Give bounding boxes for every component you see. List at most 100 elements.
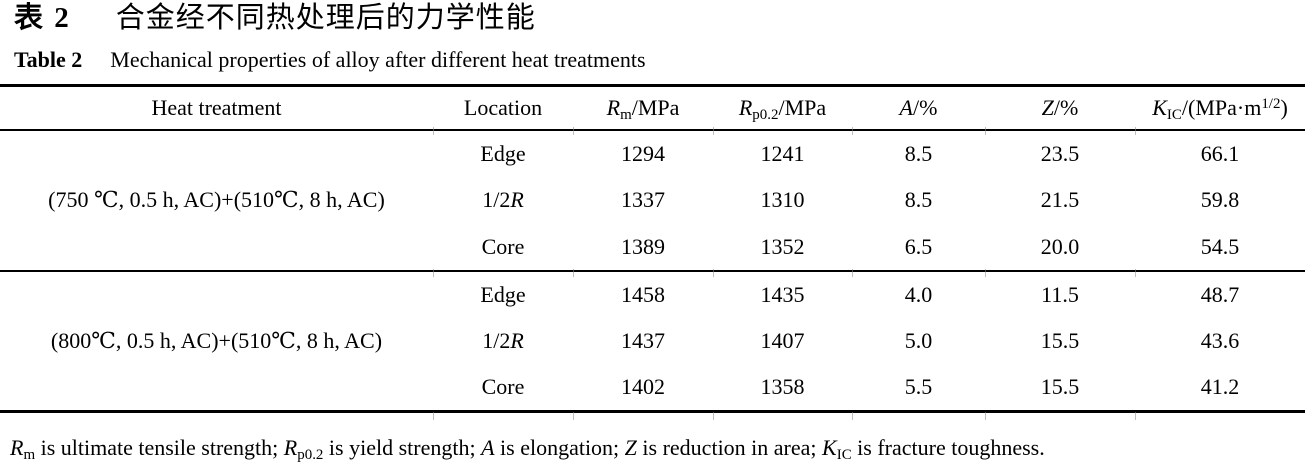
caption-english-title: Mechanical properties of alloy after dif… [110,47,646,72]
cell-a: 6.5 [904,233,933,259]
header-location: Location [433,86,573,130]
table-row: Core 1389 1352 6.5 20.0 54.5 [0,224,1305,271]
mechanical-properties-table: Heat treatment Location Rm/MPa Rp0.2/MPa… [0,84,1305,413]
caption-chinese-label: 表 2 [14,2,71,34]
column-tick [1135,269,1136,277]
header-heat-treatment-label: Heat treatment [151,94,282,120]
table-row: Core 1402 1358 5.5 15.5 41.2 [0,365,1305,412]
column-tick [1135,127,1136,135]
header-kic-symbol: K [1152,94,1167,120]
header-a-unit: /% [913,94,938,120]
caption-english: Table 2 Mechanical properties of alloy af… [14,46,646,74]
cell-z: 15.5 [1040,328,1080,353]
cell-rp02: 1407 [760,328,805,353]
header-heat-treatment: Heat treatment [0,86,433,130]
header-rm-subscript: m [620,106,632,123]
header-location-label: Location [463,94,543,120]
header-row: Heat treatment Location Rm/MPa Rp0.2/MPa… [0,86,1305,130]
cell-location: Core [481,233,525,259]
column-tick [713,412,714,420]
cell-rm: 1437 [621,328,665,353]
footnote-z-symbol: Z [624,435,637,460]
cell-rp02: 1352 [760,233,805,259]
cell-location: Core [481,374,525,400]
column-tick [433,269,434,277]
cell-a: 8.5 [904,140,933,166]
cell-kic: 48.7 [1200,281,1240,307]
footnote-kic-symbol: K [822,435,837,460]
cell-location: 1/2R [482,187,524,212]
cell-z: 15.5 [1040,374,1080,400]
column-tick [713,127,714,135]
footnote-a-symbol: A [481,435,495,460]
cell-location: 1/2R [482,328,524,353]
column-tick [573,412,574,420]
cell-kic: 54.5 [1200,233,1240,259]
cell-kic: 41.2 [1200,374,1240,400]
column-tick [433,412,434,420]
cell-treatment: (800℃, 0.5 h, AC)+(510℃, 8 h, AC) [50,327,383,353]
cell-a: 4.0 [904,281,933,307]
header-kic-subscript: IC [1166,106,1182,123]
header-z: Z/% [985,86,1135,130]
header-rp02-unit: /MPa [778,94,827,120]
header-kic-unit-close: ) [1280,94,1288,120]
treatment-group-800: (800℃, 0.5 h, AC)+(510℃, 8 h, AC) Edge 1… [0,271,1305,412]
footnote-rp02-symbol: R [283,435,298,460]
cell-location: Edge [480,140,526,166]
column-tick [985,412,986,420]
header-rp02-symbol: R [738,94,753,120]
header-rm-unit: /MPa [631,94,680,120]
header-a: A/% [852,86,985,130]
cell-z: 23.5 [1040,140,1080,166]
column-tick [573,269,574,277]
table-row: 1/2R 1437 1407 5.0 15.5 43.6 [0,318,1305,365]
header-rm: Rm/MPa [573,86,713,130]
column-tick [1135,412,1136,420]
column-tick [852,127,853,135]
cell-a: 8.5 [904,187,933,212]
header-kic: KIC/(MPa·m1/2) [1135,86,1305,130]
column-tick [713,269,714,277]
header-rp02-subscript: p0.2 [752,106,779,123]
cell-treatment: (750 ℃, 0.5 h, AC)+(510℃, 8 h, AC) [48,187,385,212]
cell-z: 11.5 [1041,281,1079,307]
cell-rp02: 1358 [760,374,805,400]
cell-rp02: 1241 [760,140,805,166]
header-kic-unit: /(MPa·m [1181,94,1262,120]
column-tick [852,269,853,277]
cell-rp02: 1310 [760,187,805,212]
treatment-group-750: (750 ℃, 0.5 h, AC)+(510℃, 8 h, AC) Edge … [0,130,1305,271]
cell-kic: 43.6 [1200,328,1240,353]
header-z-unit: /% [1053,94,1079,120]
column-tick [433,127,434,135]
cell-a: 5.0 [904,328,933,353]
table-footnote: Rm is ultimate tensile strength; Rp0.2 i… [10,435,1045,464]
footnote-rm-symbol: R [10,435,24,460]
header-z-symbol: Z [1041,94,1054,120]
cell-rm: 1458 [621,281,665,307]
header-rp02: Rp0.2/MPa [713,86,852,130]
header-kic-superscript: 1/2 [1261,95,1281,112]
cell-rm: 1402 [621,374,665,400]
column-tick [852,412,853,420]
header-a-symbol: A [899,94,913,120]
caption-english-label: Table 2 [14,47,83,72]
cell-rm: 1337 [621,187,665,212]
cell-kic: 66.1 [1200,140,1240,166]
table-row: (750 ℃, 0.5 h, AC)+(510℃, 8 h, AC) Edge … [0,130,1305,213]
cell-rm: 1389 [621,233,665,259]
cell-z: 21.5 [1040,187,1080,212]
cell-a: 5.5 [904,374,933,400]
header-rm-symbol: R [606,94,621,120]
caption-chinese: 表 2 合金经不同热处理后的力学性能 [14,2,536,34]
table-row: 1/2R 1337 1310 8.5 21.5 59.8 [0,177,1305,224]
cell-rp02: 1435 [760,281,805,307]
column-tick [573,127,574,135]
column-tick [985,269,986,277]
table-row: (800℃, 0.5 h, AC)+(510℃, 8 h, AC) Edge 1… [0,271,1305,353]
caption-chinese-title: 合金经不同热处理后的力学性能 [115,2,536,34]
cell-rm: 1294 [621,140,665,166]
cell-z: 20.0 [1040,233,1080,259]
